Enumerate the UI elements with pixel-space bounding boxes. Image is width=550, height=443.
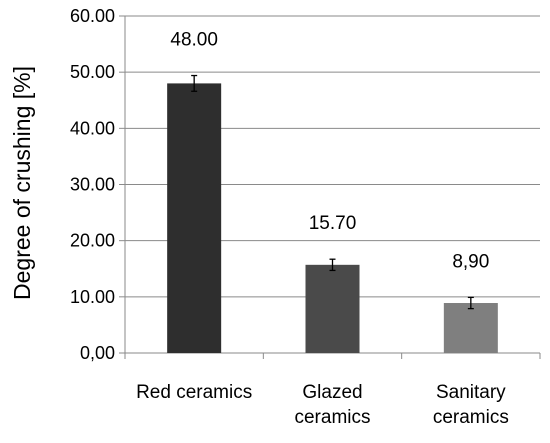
bar bbox=[167, 83, 222, 354]
category-label: Sanitary bbox=[436, 382, 506, 403]
y-tick-label: 10.00 bbox=[70, 287, 115, 307]
y-axis-label: Degree of crushing [%] bbox=[9, 66, 35, 300]
error-bars bbox=[191, 74, 474, 310]
category-labels: Red ceramics Glazed ceramics Sanitary cerami… bbox=[136, 382, 509, 428]
x-axis bbox=[124, 352, 541, 359]
bar bbox=[305, 264, 360, 353]
y-tick-label: 50.00 bbox=[70, 62, 115, 82]
y-tick-label: 40.00 bbox=[70, 118, 115, 138]
category-label: Red ceramics bbox=[136, 382, 252, 403]
y-tick-label: 60.00 bbox=[70, 6, 115, 26]
bar bbox=[443, 303, 498, 353]
data-label: 15.70 bbox=[309, 213, 357, 234]
y-tick-label: 30.00 bbox=[70, 175, 115, 195]
y-tick-label: 20.00 bbox=[70, 231, 115, 251]
data-label: 48.00 bbox=[170, 30, 218, 51]
category-label: Glazed bbox=[302, 382, 362, 403]
y-axis: 0,00 10.00 20.00 30.00 40.00 50.00 60.00 bbox=[70, 6, 126, 363]
category-label: ceramics bbox=[294, 407, 370, 428]
data-label: 8,90 bbox=[452, 251, 489, 272]
category-label: ceramics bbox=[433, 407, 509, 428]
bars bbox=[167, 83, 498, 354]
y-tick-label: 0,00 bbox=[80, 343, 115, 363]
data-labels: 48.00 15.70 8,90 bbox=[170, 30, 489, 273]
